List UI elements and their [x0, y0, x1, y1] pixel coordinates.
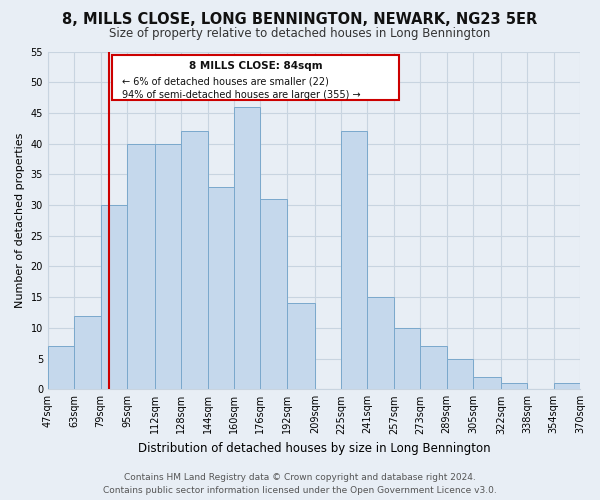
Text: 8 MILLS CLOSE: 84sqm: 8 MILLS CLOSE: 84sqm [188, 62, 322, 72]
Bar [580, 383, 600, 390]
Bar [554, 383, 580, 390]
Bar [394, 328, 420, 390]
Bar [155, 144, 181, 390]
Bar [367, 297, 394, 390]
Bar [127, 144, 155, 390]
Bar [287, 304, 315, 390]
Bar [501, 383, 527, 390]
Bar [101, 205, 127, 390]
FancyBboxPatch shape [112, 55, 399, 100]
X-axis label: Distribution of detached houses by size in Long Bennington: Distribution of detached houses by size … [137, 442, 490, 455]
Bar [74, 316, 101, 390]
Bar [420, 346, 446, 390]
Bar [473, 377, 501, 390]
Text: Size of property relative to detached houses in Long Bennington: Size of property relative to detached ho… [109, 28, 491, 40]
Bar [446, 358, 473, 390]
Bar [234, 107, 260, 390]
Text: 8, MILLS CLOSE, LONG BENNINGTON, NEWARK, NG23 5ER: 8, MILLS CLOSE, LONG BENNINGTON, NEWARK,… [62, 12, 538, 28]
Bar [341, 132, 367, 390]
Bar [181, 132, 208, 390]
Bar [208, 186, 234, 390]
Text: 94% of semi-detached houses are larger (355) →: 94% of semi-detached houses are larger (… [122, 90, 361, 100]
Y-axis label: Number of detached properties: Number of detached properties [15, 132, 25, 308]
Text: ← 6% of detached houses are smaller (22): ← 6% of detached houses are smaller (22) [122, 76, 329, 86]
Bar [48, 346, 74, 390]
Text: Contains HM Land Registry data © Crown copyright and database right 2024.
Contai: Contains HM Land Registry data © Crown c… [103, 474, 497, 495]
Bar [260, 199, 287, 390]
